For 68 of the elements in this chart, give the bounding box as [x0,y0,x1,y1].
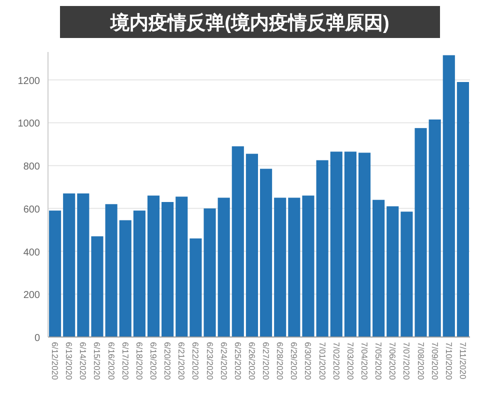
bar [246,154,258,337]
bar [414,128,427,337]
x-tick-label: 6/23/2020 [204,342,215,380]
x-tick-label: 6/16/2020 [106,342,116,380]
bar [288,198,300,337]
x-tick-label: 6/15/2020 [92,342,102,380]
x-tick-label: 7/03/2020 [345,342,356,380]
x-tick-label: 6/30/2020 [303,342,314,380]
x-tick-label: 7/01/2020 [317,342,328,380]
bar [456,82,469,337]
y-tick-label: 600 [23,204,40,216]
chart-title: 境内疫情反弹(境内疫情反弹原因) [110,12,390,34]
bar [49,210,62,337]
y-tick-label: 800 [23,162,40,173]
x-tick-label: 6/18/2020 [134,342,144,380]
bar [400,212,413,337]
bar [358,152,371,337]
x-tick-label: 6/20/2020 [162,342,173,380]
x-tick-label: 7/07/2020 [402,342,412,380]
bar [91,236,104,337]
bar [302,196,314,337]
bar [204,208,216,337]
bar [162,202,174,337]
bar [133,210,146,337]
x-tick-label: 6/12/2020 [50,342,60,380]
x-tick-label: 6/13/2020 [64,342,74,380]
x-tick-label: 7/10/2020 [444,342,454,380]
x-tick-label: 6/28/2020 [275,342,286,380]
x-tick-label: 7/04/2020 [360,342,370,380]
y-tick-label: 200 [23,290,40,302]
bar [147,196,160,337]
bar [330,152,342,337]
bar [442,55,455,337]
bar [386,206,399,337]
x-tick-label: 7/06/2020 [388,342,398,380]
x-tick-label: 6/24/2020 [218,342,229,380]
x-tick-label: 6/19/2020 [148,342,158,380]
y-tick-label: 400 [23,247,40,258]
bar [428,120,441,337]
x-tick-label: 6/21/2020 [176,342,187,380]
x-tick-label: 7/11/2020 [458,342,468,380]
bar [372,200,385,337]
bar [316,160,328,337]
x-tick-label: 7/05/2020 [374,342,384,380]
x-tick-label: 6/29/2020 [289,342,300,380]
bar [190,238,202,337]
x-tick-label: 7/02/2020 [331,342,342,380]
x-tick-label: 6/17/2020 [120,342,130,380]
bar [119,220,132,337]
bar [344,152,356,337]
x-tick-label: 6/27/2020 [261,342,272,380]
bar [274,198,286,337]
x-tick-label: 6/22/2020 [190,342,201,380]
y-tick-label: 1000 [18,118,40,130]
x-tick-label: 7/08/2020 [416,342,426,380]
bar [176,196,188,337]
bar [63,193,76,337]
y-tick-label: 0 [34,333,40,344]
bar [77,193,90,337]
x-tick-label: 6/26/2020 [246,342,257,380]
bar [218,198,230,337]
x-tick-label: 7/09/2020 [430,342,440,380]
bar [260,168,272,337]
bar [232,146,244,337]
bar [105,204,118,337]
y-tick-label: 1200 [18,76,40,87]
x-tick-label: 6/14/2020 [78,342,88,380]
x-tick-label: 6/25/2020 [232,342,243,380]
